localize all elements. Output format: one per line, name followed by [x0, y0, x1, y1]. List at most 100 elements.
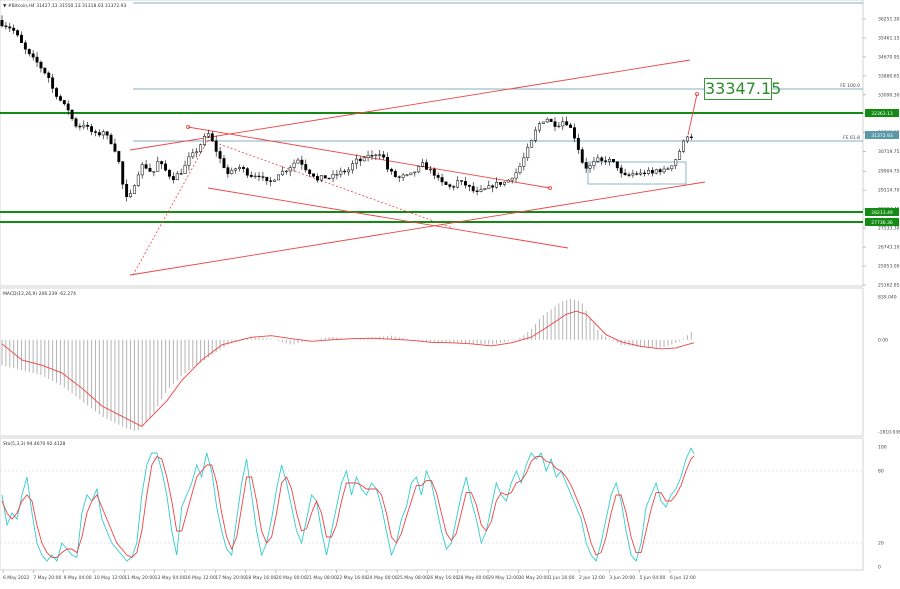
candle-body [27, 48, 31, 55]
candle-body [331, 174, 335, 179]
resistance-tag [865, 109, 899, 117]
candle-body [600, 157, 604, 161]
fe618-label: FE 61.8 [843, 135, 860, 141]
time-tick-label: 17 May 20:00 [215, 575, 246, 581]
candle-body [218, 151, 222, 159]
time-tick-label: 1 Jun 16:00 [549, 575, 575, 581]
price-header: ▼ #Bitcoin,H4 31427.13 31550.13 31318.03… [3, 3, 127, 9]
candle-body [300, 159, 304, 165]
candle-body [20, 34, 23, 43]
candle-body [152, 171, 156, 173]
candle-body [8, 26, 12, 29]
candle-body [4, 25, 8, 28]
candle-body [206, 133, 210, 137]
time-tick-label: 26 May 16:00 [427, 575, 458, 581]
candle-body [39, 61, 43, 69]
resistance-tag-label: 32363.13 [871, 111, 893, 117]
candle-body [238, 167, 242, 170]
candle-body [553, 121, 557, 127]
price-tick-label: 36251.30 [878, 17, 900, 23]
candle-body [66, 103, 70, 111]
price-tick-label: 25953.00 [878, 264, 900, 270]
target-arrow-line [687, 93, 698, 136]
macd-tick-label: -1810.036 [878, 430, 900, 436]
time-tick-label: 20 May 00:00 [276, 575, 307, 581]
candle-body [619, 167, 623, 174]
current-tag-label: 31372.93 [871, 133, 893, 139]
candle-body [662, 168, 666, 173]
time-tick-label: 28 May 00:00 [458, 575, 489, 581]
price-tick-label: 35461.15 [878, 35, 900, 41]
candle-body [315, 176, 319, 181]
candle-body [643, 172, 647, 175]
time-tick-label: 7 May 20:00 [33, 575, 61, 581]
candle-body [210, 133, 214, 142]
wedge-end-marker [548, 185, 553, 190]
time-tick-label: 6 Jun 12:00 [670, 575, 696, 581]
candle-body [319, 175, 323, 181]
candle-body [121, 161, 125, 185]
macd-histogram [1, 299, 692, 431]
consolidation-box [587, 161, 687, 185]
candle-body [530, 140, 534, 148]
candle-body [156, 161, 160, 172]
candle-body [405, 174, 409, 176]
current-tag [865, 131, 899, 139]
candle-body [323, 175, 327, 179]
candle-body [479, 189, 483, 192]
time-axis: 6 May 2022 7 May 20:00 9 May 04:00 10 May 1… [2, 570, 696, 581]
candle-body [444, 181, 448, 185]
stoch-axis: 100 80 20 0 [0, 445, 887, 571]
candle-body [292, 162, 296, 168]
target-marker [695, 92, 700, 97]
support-lower-tag-label: 27736.36 [871, 220, 893, 226]
candle-body [541, 121, 545, 124]
candle-body [58, 96, 62, 101]
candle-body [506, 179, 510, 183]
candle-body [280, 170, 284, 176]
candle-body [510, 177, 514, 181]
macd-panel [0, 287, 864, 437]
candle-body [362, 157, 366, 162]
time-tick-label: 11 May 20:00 [124, 575, 155, 581]
stoch-panel [0, 437, 864, 571]
target-callout: 33347.15 [704, 78, 782, 100]
candle-body [463, 181, 467, 186]
stoch-tick-label: 0 [878, 565, 881, 571]
wedge-start-marker [185, 125, 190, 130]
candle-body [650, 170, 654, 174]
candle-body [658, 169, 662, 173]
macd-tick-label: 0.00 [878, 337, 888, 343]
candle-body [436, 175, 440, 178]
candle-body [269, 180, 273, 182]
candle-body [175, 173, 179, 181]
candle-body [0, 19, 4, 27]
candle-body [105, 131, 109, 136]
candle-body [70, 109, 74, 120]
candle-body [401, 174, 405, 178]
candle-body [580, 149, 584, 163]
candle-body [129, 193, 132, 197]
candle-body [374, 154, 378, 157]
candle-body [132, 185, 136, 194]
stoch-tick-label: 20 [878, 541, 884, 547]
candle-body [117, 151, 121, 162]
candle-body [171, 176, 175, 181]
candle-body [545, 118, 549, 123]
candle-body [253, 175, 257, 178]
time-tick-label: 5 Jun 04:00 [640, 575, 666, 581]
candle-body [82, 124, 86, 128]
candle-body [230, 169, 234, 174]
candle-body [234, 168, 238, 171]
candle-body [214, 140, 218, 152]
price-tick-label: 27533.30 [878, 226, 900, 232]
candle-body [358, 158, 362, 162]
time-tick-label: 25 May 08:00 [397, 575, 428, 581]
candle-body [615, 161, 619, 169]
candle-body [277, 174, 280, 181]
candle-body [627, 174, 631, 176]
candle-body [113, 143, 117, 152]
price-tick-label: 33090.30 [878, 92, 900, 98]
candle-body [343, 170, 347, 173]
